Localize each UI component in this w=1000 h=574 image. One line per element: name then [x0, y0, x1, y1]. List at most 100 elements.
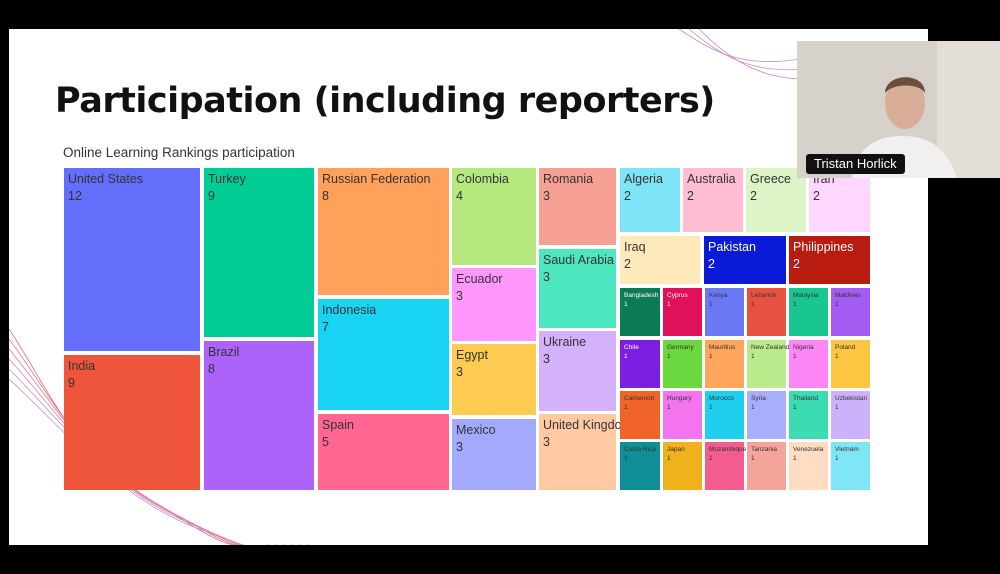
treemap-cell-mauritius[interactable]: Mauritius 1	[705, 340, 744, 388]
treemap-cell-algeria[interactable]: Algeria 2	[620, 168, 680, 232]
treemap-cell-united-kingdom[interactable]: United Kingdom 3	[539, 414, 632, 490]
treemap-cell-colombia[interactable]: Colombia 4	[452, 168, 536, 265]
treemap-rect-india	[64, 355, 200, 490]
treemap-cell-thailand[interactable]: Thailand 1	[789, 391, 828, 439]
chart-title: Online Learning Rankings participation	[63, 145, 295, 160]
treemap-cell-mozambique[interactable]: Mozambique 1	[705, 442, 747, 490]
treemap-cell-brazil[interactable]: Brazil 8	[204, 341, 314, 490]
treemap-label-tanzania: Tanzania	[751, 446, 777, 453]
treemap-label-malaysia: Malaysia	[793, 292, 819, 299]
treemap-value-iraq: 2	[624, 257, 631, 271]
treemap-cell-cameroon[interactable]: Cameroon 1	[620, 391, 660, 439]
treemap-value-nigeria: 1	[793, 353, 797, 360]
treemap-cell-malaysia[interactable]: Malaysia 1	[789, 288, 828, 336]
treemap-cell-lebanon[interactable]: Lebanon 1	[747, 288, 786, 336]
treemap-cell-venezuela[interactable]: Venezuela 1	[789, 442, 828, 490]
treemap-cell-new-zealand[interactable]: New Zealand 1	[747, 340, 790, 388]
treemap-cell-turkey[interactable]: Turkey 9	[204, 168, 314, 337]
treemap-value-egypt: 3	[456, 365, 463, 379]
treemap-cell-india[interactable]: India 9	[64, 355, 200, 490]
treemap-value-mexico: 3	[456, 440, 463, 454]
treemap-rect-algeria	[620, 168, 680, 232]
treemap-cell-germany[interactable]: Germany 1	[663, 340, 702, 388]
treemap-cell-chile[interactable]: Chile 1	[620, 340, 660, 388]
treemap-cell-tanzania[interactable]: Tanzania 1	[747, 442, 786, 490]
treemap-cell-vietnam[interactable]: Vietnam 1	[831, 442, 870, 490]
treemap-value-colombia: 4	[456, 189, 463, 203]
treemap-cell-bangladesh[interactable]: Bangladesh 1	[620, 288, 660, 336]
treemap-label-ukraine: Ukraine	[543, 335, 586, 349]
treemap-label-greece: Greece	[750, 172, 791, 186]
treemap-rect-tanzania	[747, 442, 786, 490]
treemap-cell-russian-federation[interactable]: Russian Federation 8	[318, 168, 449, 295]
treemap-label-mozambique: Mozambique	[709, 446, 747, 453]
treemap-rect-bangladesh	[620, 288, 660, 336]
treemap-cell-pakistan[interactable]: Pakistan 2	[704, 236, 786, 284]
treemap-label-kenya: Kenya	[709, 292, 728, 299]
treemap-cell-uzbekistan[interactable]: Uzbekistan 1	[831, 391, 870, 439]
treemap-cell-cyprus[interactable]: Cyprus 1	[663, 288, 702, 336]
treemap-value-mauritius: 1	[709, 353, 713, 360]
treemap-cell-philippines[interactable]: Philippines 2	[789, 236, 870, 284]
treemap-cell-poland[interactable]: Poland 1	[831, 340, 870, 388]
treemap-label-lebanon: Lebanon	[751, 292, 777, 299]
treemap-value-lebanon: 1	[751, 301, 755, 308]
treemap-rect-syria	[747, 391, 786, 439]
slide-title: Participation (including reporters)	[55, 81, 715, 121]
treemap-cell-ecuador[interactable]: Ecuador 3	[452, 268, 536, 341]
treemap-value-ecuador: 3	[456, 289, 463, 303]
treemap-value-pakistan: 2	[708, 257, 715, 271]
treemap-value-mozambique: 1	[709, 455, 713, 462]
treemap-label-maldives: Maldives	[835, 292, 861, 299]
treemap-cell-hungary[interactable]: Hungary 1	[663, 391, 702, 439]
treemap-rect-uzbekistan	[831, 391, 870, 439]
treemap-cell-australia[interactable]: Australia 2	[683, 168, 743, 232]
treemap-rect-cameroon	[620, 391, 660, 439]
treemap-cell-costa-rica[interactable]: Costa Rica 1	[620, 442, 660, 490]
treemap-value-morocco: 1	[709, 404, 713, 411]
treemap-value-vietnam: 1	[835, 455, 839, 462]
treemap-cell-kenya[interactable]: Kenya 1	[705, 288, 744, 336]
treemap-rect-egypt	[452, 344, 536, 415]
treemap-rect-japan	[663, 442, 702, 490]
treemap-label-russian-federation: Russian Federation	[322, 172, 430, 186]
treemap-cell-indonesia[interactable]: Indonesia 7	[318, 299, 449, 410]
treemap-label-germany: Germany	[667, 344, 694, 351]
treemap-value-maldives: 1	[835, 301, 839, 308]
treemap-rect-indonesia	[318, 299, 449, 410]
treemap-value-philippines: 2	[793, 257, 800, 271]
treemap-label-pakistan: Pakistan	[708, 240, 756, 254]
treemap-label-indonesia: Indonesia	[322, 303, 376, 317]
treemap-cell-egypt[interactable]: Egypt 3	[452, 344, 536, 415]
treemap-cell-maldives[interactable]: Maldives 1	[831, 288, 870, 336]
treemap-cell-mexico[interactable]: Mexico 3	[452, 419, 536, 490]
treemap-cell-ukraine[interactable]: Ukraine 3	[539, 331, 616, 411]
treemap-label-thailand: Thailand	[793, 395, 818, 402]
treemap-label-united-kingdom: United Kingdom	[543, 418, 632, 432]
treemap-cell-greece[interactable]: Greece 2	[746, 168, 806, 232]
treemap-value-cameroon: 1	[624, 404, 628, 411]
treemap-cell-morocco[interactable]: Morocco 1	[705, 391, 744, 439]
treemap-cell-romania[interactable]: Romania 3	[539, 168, 616, 245]
treemap-rect-kenya	[705, 288, 744, 336]
treemap-cell-spain[interactable]: Spain 5	[318, 414, 449, 490]
treemap-rect-cyprus	[663, 288, 702, 336]
treemap-label-turkey: Turkey	[208, 172, 246, 186]
treemap-rect-chile	[620, 340, 660, 388]
treemap-rect-poland	[831, 340, 870, 388]
treemap-rect-saudi-arabia	[539, 249, 616, 328]
participant-name-label: Tristan Horlick	[806, 154, 905, 174]
treemap-cell-saudi-arabia[interactable]: Saudi Arabia 3	[539, 249, 616, 328]
treemap-label-australia: Australia	[687, 172, 736, 186]
treemap-cell-united-states[interactable]: United States 12	[64, 168, 200, 351]
treemap-rect-ecuador	[452, 268, 536, 341]
treemap-value-chile: 1	[624, 353, 628, 360]
treemap-rect-hungary	[663, 391, 702, 439]
treemap-label-uzbekistan: Uzbekistan	[835, 395, 868, 402]
treemap-value-syria: 1	[751, 404, 755, 411]
treemap-cell-iraq[interactable]: Iraq 2	[620, 236, 700, 284]
treemap-cell-japan[interactable]: Japan 1	[663, 442, 702, 490]
treemap-cell-nigeria[interactable]: Nigeria 1	[789, 340, 828, 388]
treemap-cell-syria[interactable]: Syria 1	[747, 391, 786, 439]
treemap-rect-maldives	[831, 288, 870, 336]
